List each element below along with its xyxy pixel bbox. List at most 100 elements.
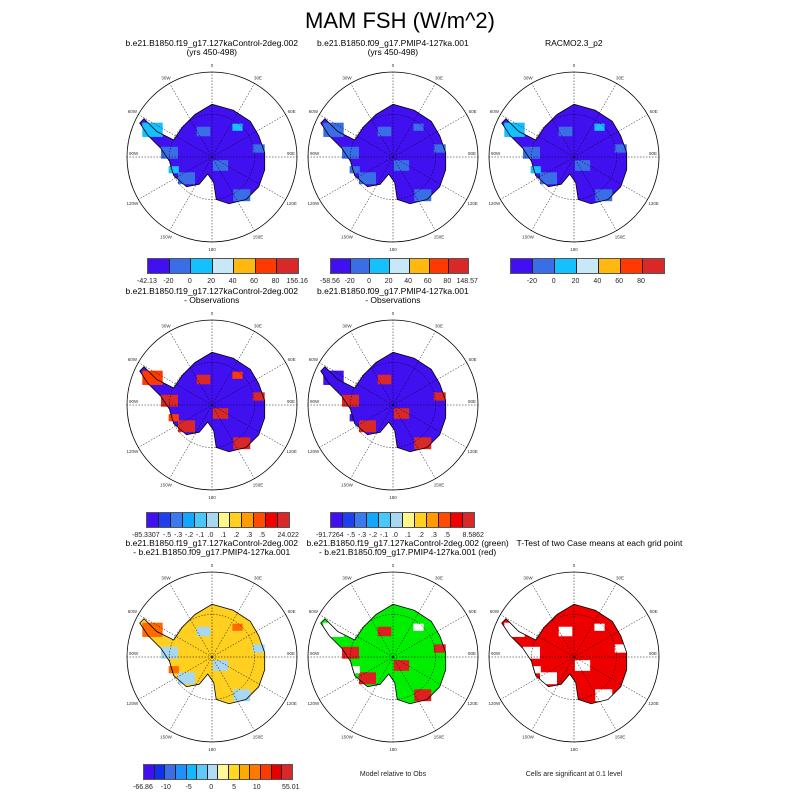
panel-title: T-Test of two Case means at each grid po…	[517, 539, 683, 548]
data-cell	[178, 672, 195, 685]
colorbar-labels: -66.86 -10 -5 0 5 10 55.01	[133, 783, 300, 793]
longitude-label: 0	[211, 563, 214, 568]
longitude-label: 30W	[161, 323, 171, 328]
meridian-line	[211, 656, 286, 700]
colorbar-swatch	[261, 765, 272, 779]
longitude-label: 180	[389, 247, 397, 252]
colorbar-swatch	[158, 513, 171, 527]
meridian-line	[211, 156, 286, 200]
meridian-line	[392, 331, 436, 406]
longitude-label: 60W	[490, 109, 500, 114]
polar-map: 0 30E 60E 90E 120E 150E 180 150W 120W 90W 60W 30W	[488, 563, 660, 752]
data-cell	[196, 374, 211, 385]
colorbar-tick-label: -66.86	[133, 784, 153, 791]
meridian-line	[169, 156, 213, 231]
longitude-label: 90W	[129, 151, 139, 156]
meridian-line	[350, 156, 394, 231]
colorbar	[143, 764, 293, 780]
longitude-label: 150W	[160, 483, 173, 488]
meridian-line	[211, 83, 255, 158]
longitude-label: 60W	[128, 609, 138, 614]
colorbar-tick-label: -58.56	[320, 278, 340, 285]
meridian-line	[573, 83, 617, 158]
panel-title: RACMO2.3_p2	[545, 39, 603, 48]
longitude-label: 60E	[650, 609, 658, 614]
polar-map: 0 30E 60E 90E 120E 150E 180 150W 120W 90W 60W 30W	[488, 63, 660, 252]
longitude-label: 30W	[161, 75, 171, 80]
longitude-label: 90W	[129, 399, 139, 404]
longitude-label: 120E	[286, 201, 297, 206]
colorbar-tick-label: -85.3307	[132, 532, 160, 539]
longitude-label: 60E	[469, 609, 477, 614]
colorbar-labels: -20 0 20 40 60 80	[510, 277, 663, 287]
longitude-label: 60E	[288, 357, 296, 362]
data-cell	[558, 126, 573, 137]
longitude-label: 150E	[434, 735, 445, 740]
data-cell	[595, 689, 613, 702]
meridian-line	[531, 583, 575, 658]
data-cell	[414, 689, 432, 702]
map-boundary	[126, 319, 298, 491]
longitude-label: 60E	[288, 109, 296, 114]
data-cell	[252, 644, 265, 653]
map-boundary	[126, 71, 298, 243]
data-cell	[349, 166, 360, 174]
colorbar-tick-label: 40	[228, 278, 237, 285]
meridian-line	[350, 583, 394, 658]
meridian-line	[350, 331, 394, 406]
colorbar-swatch	[403, 513, 415, 527]
longitude-label: 30W	[342, 323, 352, 328]
longitude-label: 120W	[488, 201, 501, 206]
data-cell	[393, 160, 410, 171]
colorbar-swatch	[206, 513, 219, 527]
longitude-label: 30E	[616, 75, 624, 80]
meridian-line	[211, 404, 255, 479]
colorbar-tick-label: .2	[233, 532, 240, 539]
colorbar-swatch	[182, 513, 195, 527]
colorbar-swatch	[169, 259, 192, 273]
longitude-label: 180	[208, 247, 216, 252]
polar-map: 0 30E 60E 90E 120E 150E 180 150W 120W 90W 60W 30W	[307, 311, 479, 500]
data-cell	[196, 126, 211, 137]
continent-fill	[320, 352, 446, 452]
meridian-line	[319, 362, 394, 406]
colorbar-tick-label: 20	[571, 278, 580, 285]
longitude-label: 0	[573, 563, 576, 568]
meridian-line	[500, 156, 575, 200]
longitude-label: 30W	[523, 575, 533, 580]
coastline	[320, 351, 447, 453]
longitude-label: 60E	[469, 109, 477, 114]
longitude-label: 180	[389, 747, 397, 752]
data-cell	[161, 146, 178, 159]
colorbar-tick-label: 0	[367, 278, 372, 285]
meridian-line	[392, 656, 436, 731]
panel-title: b.e21.B1850.f09_g17.PMIP4-127ka.001- Obs…	[317, 287, 469, 305]
longitude-label: 120E	[286, 701, 297, 706]
colorbar-tick-label: .0	[392, 532, 398, 539]
longitude-label: 150W	[160, 735, 173, 740]
meridian-line	[138, 156, 213, 200]
meridian-line	[531, 656, 575, 731]
panel-title-line2: - Observations	[365, 295, 421, 305]
longitude-label: 60E	[650, 109, 658, 114]
colorbar-swatch	[409, 259, 430, 273]
data-cell	[161, 646, 178, 659]
data-cell	[614, 644, 627, 653]
meridian-line	[392, 362, 467, 406]
colorbar-swatch	[165, 765, 176, 779]
data-patches	[323, 622, 446, 702]
colorbar-tick-label: .1	[405, 532, 411, 539]
longitude-label: 0	[392, 311, 395, 316]
data-cell	[142, 122, 163, 137]
meridian-line	[211, 114, 286, 158]
data-cell	[574, 160, 591, 171]
colorbar-tick-label: 148.57	[456, 278, 478, 285]
meridian-line	[500, 114, 575, 158]
longitude-label: 150E	[253, 235, 264, 240]
colorbar-tick-label: 10	[252, 784, 261, 791]
longitude-label: 180	[570, 747, 578, 752]
colorbar-swatch	[229, 765, 240, 779]
colorbar-tick-label: .2	[418, 532, 424, 539]
meridian-line	[169, 656, 213, 731]
meridian-line	[531, 83, 575, 158]
